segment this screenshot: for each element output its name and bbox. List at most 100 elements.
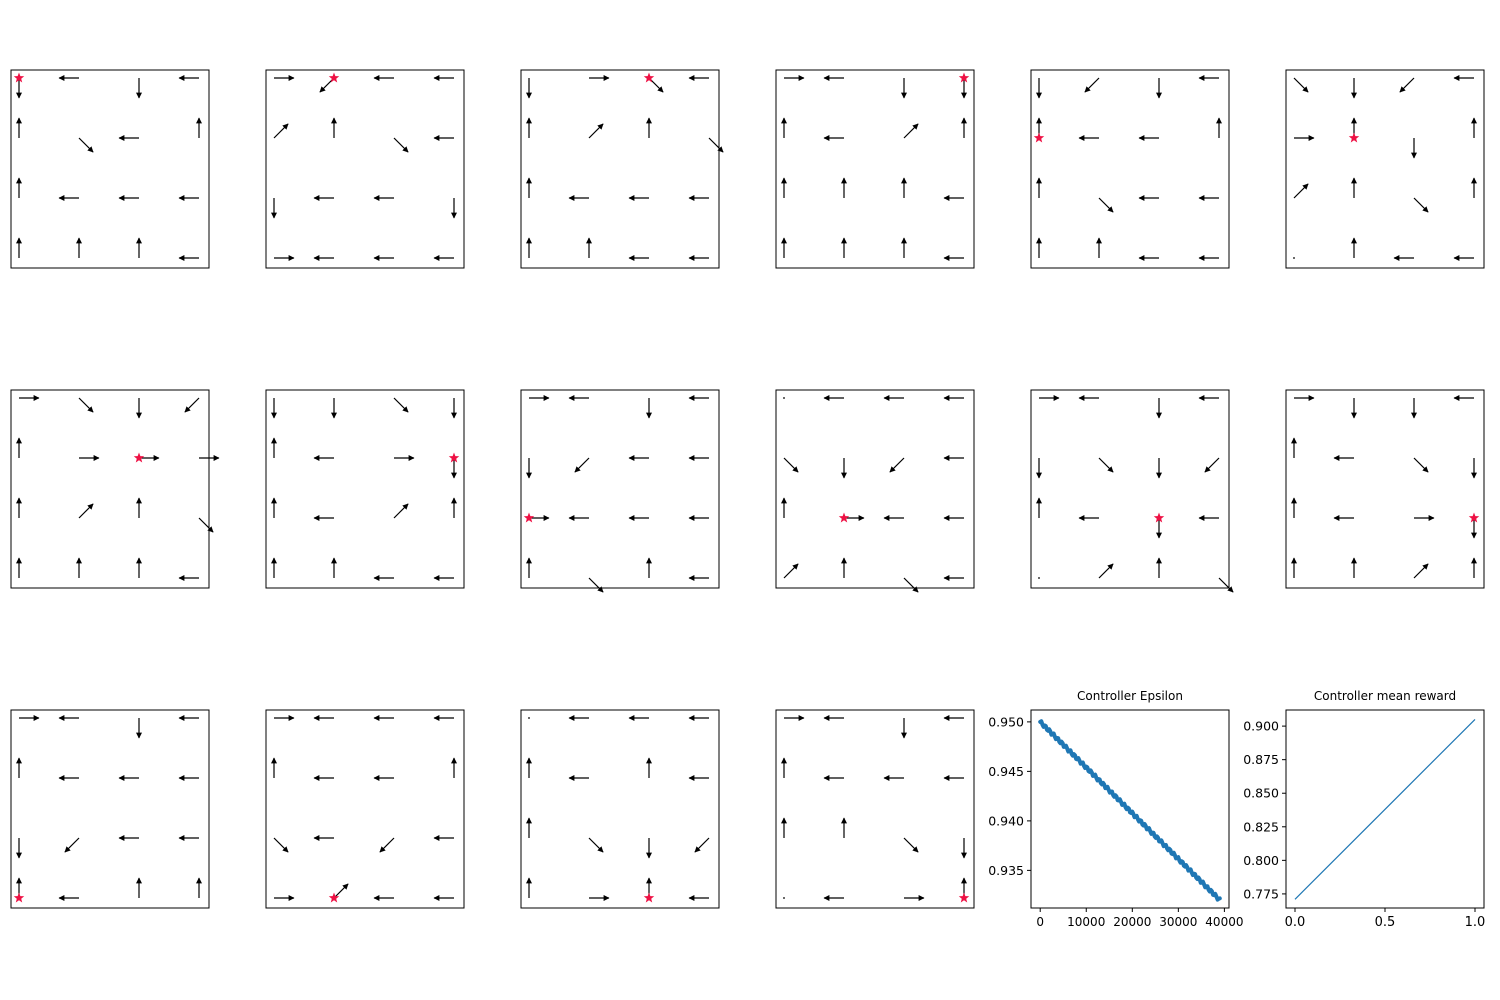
panel-frame: [520, 389, 720, 589]
y-tick-label: 0.935: [988, 863, 1024, 878]
chart-title: Controller Epsilon: [1077, 689, 1183, 703]
policy-arrow: [588, 123, 604, 139]
policy-arrow: [1399, 77, 1415, 93]
policy-arrow: [694, 837, 710, 853]
goal-star: [328, 72, 340, 83]
policy-arrow: [588, 837, 604, 853]
y-tick-label: 0.945: [988, 764, 1024, 779]
goal-star: [523, 512, 535, 523]
goal-star: [328, 892, 340, 903]
policy-arrow: [1218, 577, 1234, 593]
series-line: [1038, 719, 1222, 902]
policy-grid-panel: [520, 69, 724, 269]
panel-frame: [520, 69, 720, 269]
policy-arrow: [1204, 457, 1220, 473]
policy-arrow: [379, 837, 395, 853]
policy-arrow: [393, 503, 409, 519]
policy-dot: [1038, 577, 1040, 579]
goal-star: [448, 452, 460, 463]
policy-arrow: [903, 123, 919, 139]
policy-dot: [1293, 257, 1295, 259]
panel-frame: [1030, 389, 1230, 589]
policy-arrow: [1098, 563, 1114, 579]
policy-grid-panel: [265, 69, 465, 269]
panel-frame: [265, 69, 465, 269]
y-tick-label: 0.900: [1243, 719, 1279, 734]
policy-grid-panel: [265, 709, 465, 909]
goal-star: [643, 72, 655, 83]
x-tick-label: 1.0: [1465, 915, 1486, 930]
goal-star: [838, 512, 850, 523]
policy-arrow: [708, 137, 724, 153]
panel-frame: [265, 709, 465, 909]
panel-frame: [520, 709, 720, 909]
policy-arrow: [273, 123, 289, 139]
policy-grid-panel: [10, 389, 220, 589]
y-tick-label: 0.940: [988, 813, 1024, 828]
panel-frame: [265, 389, 465, 589]
x-tick-label: 0.0: [1285, 915, 1306, 930]
policy-arrow: [1098, 457, 1114, 473]
policy-arrow: [184, 397, 200, 413]
x-tick-label: 30000: [1159, 915, 1197, 929]
policy-arrow: [1413, 197, 1429, 213]
policy-dot: [783, 397, 785, 399]
policy-grid-panel: [1030, 389, 1234, 593]
panel-frame: [1030, 69, 1230, 269]
policy-grid-panel: [1030, 69, 1230, 269]
policy-grid-panel: [1285, 389, 1485, 589]
y-tick-label: 0.775: [1243, 886, 1279, 901]
panel-frame: [10, 389, 210, 589]
goal-star: [13, 72, 25, 83]
panel-frame: [775, 69, 975, 269]
policy-grid-panel: [520, 389, 720, 593]
policy-arrow: [273, 837, 289, 853]
goal-star: [13, 892, 25, 903]
policy-grid-panel: [1285, 69, 1485, 269]
goal-star: [1153, 512, 1165, 523]
panel-frame: [775, 389, 975, 589]
panel-frame: [1285, 389, 1485, 589]
panel-frame: [10, 69, 210, 269]
x-tick-label: 10000: [1067, 915, 1105, 929]
policy-grid-panel: [775, 389, 975, 593]
series-line: [1294, 718, 1476, 900]
policy-arrow: [1413, 563, 1429, 579]
y-tick-label: 0.825: [1243, 819, 1279, 834]
goal-star: [643, 892, 655, 903]
goal-star: [958, 892, 970, 903]
panel-frame: [775, 709, 975, 909]
x-tick-label: 0: [1036, 915, 1044, 929]
panel-frame: [10, 709, 210, 909]
line-chart-panel: Controller Epsilon 0 10000 20000 30000 40000 0…: [988, 689, 1243, 929]
policy-arrow: [588, 577, 604, 593]
policy-arrow: [393, 137, 409, 153]
policy-arrow: [1084, 77, 1100, 93]
policy-arrow: [903, 837, 919, 853]
policy-arrow: [1413, 457, 1429, 473]
y-tick-label: 0.875: [1243, 752, 1279, 767]
policy-arrow: [1098, 197, 1114, 213]
y-tick-label: 0.800: [1243, 853, 1279, 868]
policy-arrow: [78, 397, 94, 413]
policy-dot: [783, 897, 785, 899]
goal-star: [1033, 132, 1045, 143]
policy-dot: [528, 717, 530, 719]
y-tick-label: 0.850: [1243, 786, 1279, 801]
policy-arrow: [198, 517, 214, 533]
policy-arrow: [1293, 183, 1309, 199]
axes-frame: [1030, 709, 1230, 909]
goal-star: [133, 452, 145, 463]
policy-grid-panel: [775, 69, 975, 269]
goal-star: [958, 72, 970, 83]
policy-arrow: [78, 137, 94, 153]
goal-star: [1468, 512, 1480, 523]
chart-title: Controller mean reward: [1314, 689, 1456, 703]
policy-arrow: [574, 457, 590, 473]
policy-arrow: [889, 457, 905, 473]
y-tick-label: 0.950: [988, 714, 1024, 729]
x-tick-label: 0.5: [1375, 915, 1396, 930]
goal-star: [1348, 132, 1360, 143]
policy-grid-panel: [775, 709, 975, 909]
